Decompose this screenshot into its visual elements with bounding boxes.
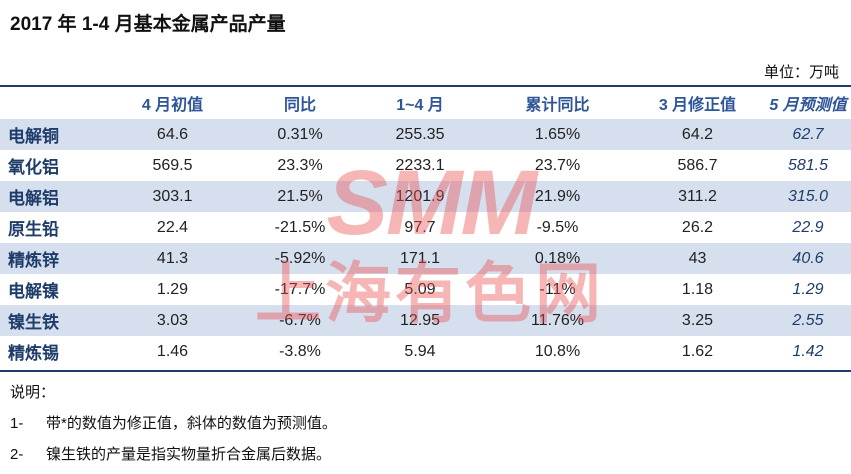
table-row: 原生铅 22.4 -21.5% 97.7 -9.5% 26.2 22.9 [0, 212, 851, 243]
row-label: 镍生铁 [8, 313, 59, 332]
header-cell: 同比 [283, 97, 316, 114]
note-item: 1- 带*的数值为修正值，斜体的数值为预测值。 [10, 408, 337, 439]
table-cell: 1.29 [156, 280, 189, 298]
table-cell: 3.03 [156, 311, 189, 329]
table-cell: 3.25 [681, 311, 714, 329]
table-cell: 0.31% [277, 125, 323, 143]
table-row: 精炼锡 1.46 -3.8% 5.94 10.8% 1.62 1.42 [0, 336, 851, 367]
table-cell: 255.35 [395, 125, 445, 143]
table-row: 电解镍 1.29 -17.7% 5.09 -11% 1.18 1.29 [0, 274, 851, 305]
table-cell: 62.7 [792, 125, 824, 143]
table-body: 电解铜 64.6 0.31% 255.35 1.65% 64.2 62.7 氧化铝 569.5 2… [0, 119, 851, 367]
table-cell: 21.5% [277, 187, 323, 205]
table-cell: 97.7 [404, 218, 436, 236]
table-cell: 1.42 [792, 342, 824, 360]
row-label: 精炼锌 [8, 251, 59, 270]
table-cell: 23.3% [277, 156, 323, 174]
row-label: 氧化铝 [8, 158, 59, 177]
table-cell: 64.6 [156, 125, 189, 143]
table-row: 电解铜 64.6 0.31% 255.35 1.65% 64.2 62.7 [0, 119, 851, 150]
table-cell: -21.5% [274, 218, 326, 236]
note-number: 1- [10, 415, 24, 432]
table-cell: 1.62 [681, 342, 714, 360]
table-cell: 0.18% [534, 249, 581, 267]
table-cell: 586.7 [677, 156, 718, 174]
page-title: 2017 年 1-4 月基本金属产品产量 [10, 14, 286, 35]
table-cell: 569.5 [152, 156, 193, 174]
header-row: 4 月初值 同比 1~4 月 累计同比 3 月修正值 5 月预测值 [0, 87, 851, 119]
table-cell: 581.5 [787, 156, 829, 174]
header-cell [0, 87, 100, 119]
table-cell: -5.92% [274, 249, 326, 267]
table-cell: 43 [688, 249, 707, 267]
table-cell: 5.94 [404, 342, 436, 360]
note-text: 镍生铁的产量是指实物量折合金属后数据。 [46, 446, 332, 463]
table-cell: 303.1 [152, 187, 193, 205]
table-header: 4 月初值 同比 1~4 月 累计同比 3 月修正值 5 月预测值 [0, 87, 851, 119]
header-cell: 5 月预测值 [769, 97, 847, 114]
row-label: 电解镍 [8, 282, 59, 301]
note-item: 2- 镍生铁的产量是指实物量折合金属后数据。 [10, 439, 337, 470]
production-table: 4 月初值 同比 1~4 月 累计同比 3 月修正值 5 月预测值 电解铜 64.… [0, 87, 851, 367]
table-cell: 26.2 [681, 218, 714, 236]
table-top-rule [0, 85, 851, 87]
table-bottom-rule [0, 370, 851, 372]
table-cell: 1201.9 [395, 187, 445, 205]
table-row: 镍生铁 3.03 -6.7% 12.95 11.76% 3.25 2.55 [0, 305, 851, 336]
row-label: 电解铜 [8, 127, 59, 146]
table-row: 氧化铝 569.5 23.3% 2233.1 23.7% 586.7 581.5 [0, 150, 851, 181]
table-cell: -11% [539, 280, 576, 298]
table-cell: -3.8% [279, 342, 321, 360]
table-cell: -17.7% [274, 280, 326, 298]
header-cell: 1~4 月 [396, 97, 444, 114]
notes-heading: 说明： [10, 384, 56, 401]
table-cell: 23.7% [534, 156, 581, 174]
note-text: 带*的数值为修正值，斜体的数值为预测值。 [46, 415, 337, 432]
table-cell: 1.18 [681, 280, 714, 298]
table-cell: 40.6 [792, 249, 824, 267]
table-cell: 5.09 [404, 280, 436, 298]
table-cell: 22.4 [156, 218, 189, 236]
notes: 说明： 1- 带*的数值为修正值，斜体的数值为预测值。 2- 镍生铁的产量是指实物量… [10, 377, 337, 470]
table-cell: 10.8% [534, 342, 581, 360]
row-label: 精炼锡 [8, 344, 59, 363]
table-cell: 311.2 [678, 187, 717, 205]
table-cell: 22.9 [792, 218, 824, 236]
row-label: 电解铝 [8, 189, 59, 208]
table-cell: 21.9% [534, 187, 581, 205]
table-row: 精炼锌 41.3 -5.92% 171.1 0.18% 43 40.6 [0, 243, 851, 274]
table-row: 电解铝 303.1 21.5% 1201.9 21.9% 311.2 315.0 [0, 181, 851, 212]
note-number: 2- [10, 446, 24, 463]
table-cell: 11.76% [530, 311, 585, 329]
table-cell: -6.7% [279, 311, 321, 329]
table-cell: 41.3 [156, 249, 189, 267]
table-cell: 2.55 [792, 311, 824, 329]
table-cell: 315.0 [787, 187, 829, 205]
header-cell: 累计同比 [525, 97, 590, 114]
header-cell: 4 月初值 [141, 97, 204, 114]
table-cell: 12.95 [399, 311, 441, 329]
table-cell: 1.46 [156, 342, 189, 360]
table-cell: 64.2 [681, 125, 714, 143]
unit-label: 单位：万吨 [763, 64, 839, 81]
table-cell: 1.65% [534, 125, 581, 143]
row-label: 原生铅 [8, 220, 59, 239]
table-cell: 1.29 [792, 280, 824, 298]
header-cell: 3 月修正值 [658, 97, 737, 114]
table-cell: -9.5% [536, 218, 579, 236]
table-cell: 2233.1 [395, 156, 445, 174]
table-cell: 171.1 [399, 249, 441, 267]
